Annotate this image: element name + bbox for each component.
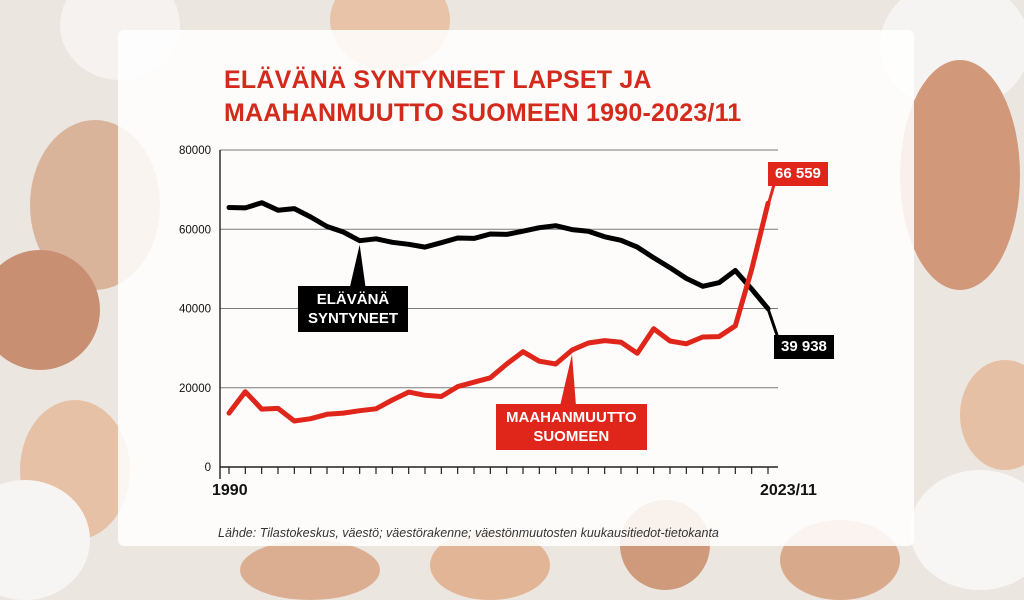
births-series-line <box>226 200 771 312</box>
immigration-end-value: 66 559 <box>768 162 828 186</box>
x-axis <box>219 150 778 479</box>
births-label-pointer <box>349 244 366 288</box>
immigration-series-label: MAAHANMUUTTO SUOMEEN <box>496 404 647 450</box>
chart-title: ELÄVÄNÄ SYNTYNEET LAPSET JA MAAHANMUUTTO… <box>224 64 741 130</box>
y-tick-label: 0 <box>205 462 211 474</box>
immigration-label-pointer <box>560 354 576 406</box>
title-line-2: MAAHANMUUTTO SUOMEEN 1990-2023/11 <box>224 99 742 127</box>
y-tick-label: 60000 <box>179 224 211 236</box>
immigration-series-line <box>226 200 771 424</box>
births-label-line-1: ELÄVÄNÄ <box>316 291 390 308</box>
title-line-1: ELÄVÄNÄ SYNTYNEET LAPSET JA <box>224 66 652 94</box>
series-lines <box>226 200 771 424</box>
births-series-label: ELÄVÄNÄ SYNTYNEET <box>298 286 409 332</box>
y-tick-label: 40000 <box>179 304 211 316</box>
label-pointers <box>349 177 780 406</box>
y-tick-label: 80000 <box>179 145 211 157</box>
births-end-pointer <box>766 308 780 339</box>
x-axis-start-label: 1990 <box>212 482 248 499</box>
immigration-label-line-1: MAAHANMUUTTO <box>506 409 637 426</box>
y-tick-label: 20000 <box>179 383 211 395</box>
line-chart: 0 20000 40000 60000 80000 <box>179 145 780 479</box>
y-axis-tick-labels: 0 20000 40000 60000 80000 <box>179 145 211 474</box>
immigration-label-line-2: SUOMEEN <box>533 428 610 445</box>
x-axis-end-label: 2023/11 <box>760 482 817 499</box>
chart-panel <box>118 30 914 546</box>
grid-lines <box>220 149 778 389</box>
births-end-value: 39 938 <box>774 335 834 359</box>
births-label-line-2: SYNTYNEET <box>308 310 399 327</box>
source-note: Lähde: Tilastokeskus, väestö; väestörake… <box>218 526 719 540</box>
